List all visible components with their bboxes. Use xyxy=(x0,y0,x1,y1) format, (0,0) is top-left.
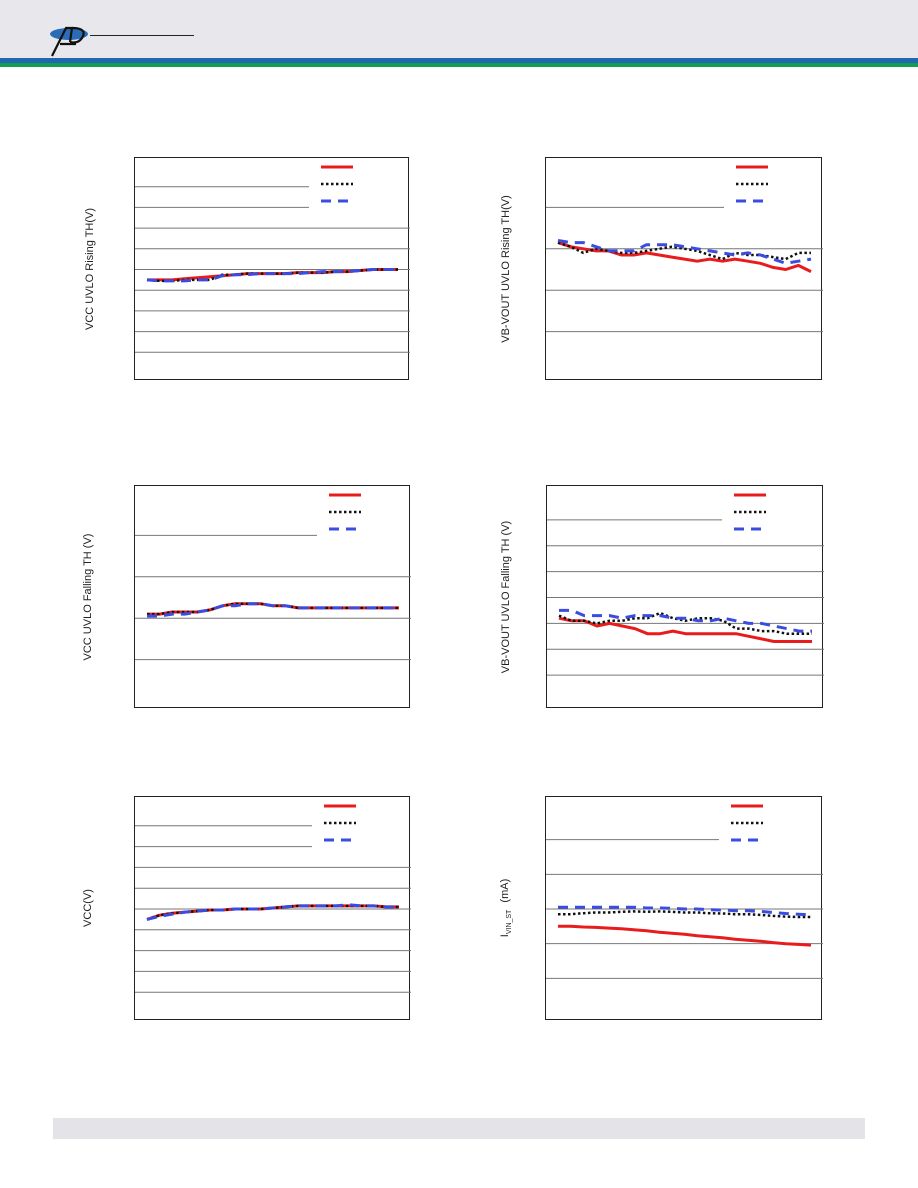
series-line-1 xyxy=(557,241,812,273)
header-rule xyxy=(90,35,194,36)
plot-area xyxy=(545,157,823,380)
plot-area xyxy=(134,485,411,708)
series-line-3 xyxy=(559,608,812,633)
y-axis-label: VCC UVLO Rising TH(V) xyxy=(84,207,96,330)
series-line-3 xyxy=(557,239,812,265)
y-axis-label-unit: (mA) xyxy=(498,878,511,906)
plot-area xyxy=(134,796,411,1020)
series-line-3 xyxy=(146,903,399,921)
company-logo xyxy=(46,22,92,58)
plot-svg xyxy=(547,493,824,676)
series-line-2 xyxy=(558,611,812,635)
series-line-3 xyxy=(558,905,812,917)
series-line-3 xyxy=(147,602,399,618)
series-line-1 xyxy=(558,616,812,643)
y-axis-label: VB-VOUT UVLO Rising TH(V) xyxy=(500,194,512,343)
plot-svg xyxy=(135,493,411,661)
plot-area xyxy=(546,485,824,708)
y-axis-label: IVIN_ST (mA) xyxy=(499,879,513,937)
page-header xyxy=(0,0,918,58)
page-footer xyxy=(53,1118,865,1139)
series-line-1 xyxy=(558,924,812,947)
plot-area xyxy=(134,157,410,380)
y-axis-label-sub: VIN_ST xyxy=(506,909,514,935)
plot-svg xyxy=(135,165,410,353)
series-line-2 xyxy=(557,241,811,261)
plot-svg xyxy=(546,165,823,333)
y-axis-label: VCC UVLO Falling TH (V) xyxy=(82,533,94,660)
plot-svg xyxy=(135,804,411,993)
ap-monogram-icon xyxy=(50,26,88,57)
series-line-2 xyxy=(558,910,811,919)
y-axis-label: VB-VOUT UVLO Falling TH (V) xyxy=(500,520,512,673)
plot-svg xyxy=(546,804,823,979)
y-axis-label-main: I xyxy=(498,934,511,938)
header-stripe-green xyxy=(0,63,918,67)
series-line-3 xyxy=(146,268,398,283)
header-stripe-blue xyxy=(0,58,918,63)
plot-area xyxy=(545,796,823,1020)
y-axis-label: VCC(V) xyxy=(82,889,94,927)
